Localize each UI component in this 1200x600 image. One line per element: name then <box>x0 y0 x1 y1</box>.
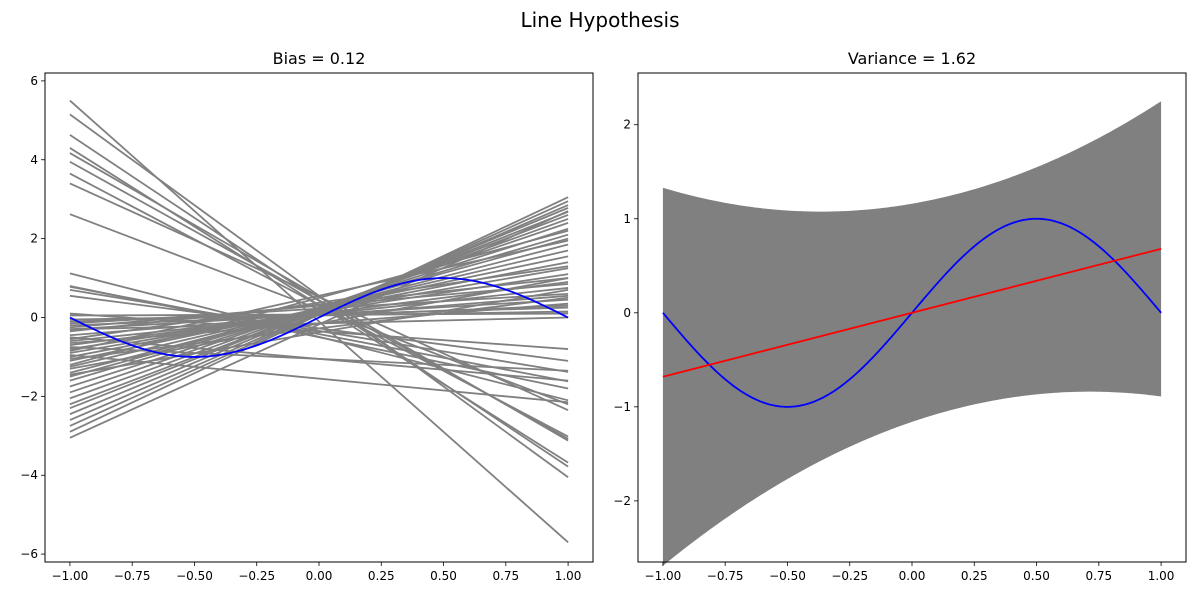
variance-panel: Variance = 1.62 −1.00 −0.75 −0.50 −0.25 0.00 0… <box>613 49 1187 583</box>
x-tick-label: −0.75 <box>114 569 151 583</box>
x-tick-label: 0.00 <box>899 569 926 583</box>
x-tick-label: −0.50 <box>176 569 213 583</box>
hypothesis-line <box>69 354 569 404</box>
axes-frame <box>44 72 594 563</box>
hypothesis-line <box>69 277 569 333</box>
y-tick-label: 2 <box>623 118 631 132</box>
x-tick-label: 0.25 <box>961 569 988 583</box>
x-tick-label: 0.50 <box>430 569 457 583</box>
y-tick-label: 2 <box>30 232 38 246</box>
mean-hypothesis-line <box>662 247 1162 378</box>
hypothesis-line <box>69 277 569 370</box>
y-tick-label: −2 <box>613 494 631 508</box>
hypothesis-line <box>69 289 569 376</box>
hypothesis-line <box>69 239 569 352</box>
hypothesis-line <box>69 222 569 394</box>
x-tick-label: −1.00 <box>645 569 682 583</box>
y-tick-label: −4 <box>20 468 38 482</box>
hypothesis-line <box>69 210 569 439</box>
y-tick-label: −2 <box>20 389 38 403</box>
x-tick-label: 0.75 <box>1085 569 1112 583</box>
x-tick-label: 0.50 <box>1023 569 1050 583</box>
bias-panel: Bias = 0.12 −1.00 −0.75 −0.50 −0.25 0.00 0.25 0… <box>20 49 594 583</box>
y-tick-label: −6 <box>20 547 38 561</box>
plot-area <box>69 99 569 543</box>
variance-band <box>662 101 1162 566</box>
x-tick-label: −1.00 <box>52 569 89 583</box>
hypothesis-line <box>69 210 569 410</box>
x-tick-label: 0.25 <box>368 569 395 583</box>
x-tick-label: 0.00 <box>306 569 333 583</box>
hypothesis-line <box>69 296 569 360</box>
hypothesis-line <box>69 283 569 329</box>
hypothesis-line <box>69 292 569 325</box>
y-tick-label: 6 <box>30 74 38 88</box>
axes-frame <box>637 72 1187 563</box>
panel-title: Variance = 1.62 <box>848 49 976 68</box>
x-tick-label: 0.75 <box>492 569 519 583</box>
x-tick-label: −0.50 <box>769 569 806 583</box>
y-tick-label: −1 <box>613 400 631 414</box>
y-tick-label: 0 <box>623 306 631 320</box>
hypothesis-line <box>69 285 569 383</box>
y-tick-label: 1 <box>623 212 631 226</box>
x-tick-label: −0.75 <box>707 569 744 583</box>
x-tick-label: 1.00 <box>1148 569 1175 583</box>
hypothesis-line <box>69 229 569 366</box>
y-tick-label: 0 <box>30 311 38 325</box>
x-tick-label: 1.00 <box>555 569 582 583</box>
x-tick-label: −0.25 <box>238 569 275 583</box>
hypothesis-line <box>69 207 569 415</box>
hypothesis-line <box>69 336 569 382</box>
hypothesis-line <box>69 196 569 433</box>
x-tick-label: −0.25 <box>831 569 868 583</box>
figure-title: Line Hypothesis <box>520 8 679 32</box>
panel-title: Bias = 0.12 <box>273 49 366 68</box>
target-sine-curve <box>69 277 569 358</box>
y-tick-label: 4 <box>30 153 38 167</box>
